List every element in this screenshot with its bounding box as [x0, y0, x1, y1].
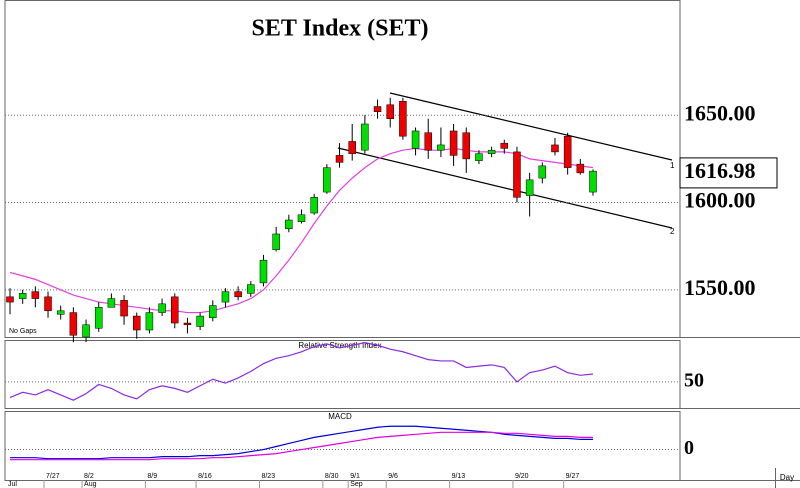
candle-body [411, 130, 420, 149]
candle-body [145, 312, 154, 331]
x-tick-label: 7/27 [46, 473, 60, 480]
candle-body [335, 155, 344, 163]
candle-body [69, 312, 78, 336]
candle-body [82, 324, 90, 338]
macd-panel [4, 411, 681, 481]
candle-body [18, 293, 27, 299]
candle-body [399, 101, 407, 137]
last-price-box [679, 157, 778, 189]
candle-body [158, 303, 166, 313]
x-tick-label: 8/2 [84, 473, 94, 480]
x-tick-label: 9/27 [566, 473, 580, 480]
candle-body [462, 132, 471, 160]
candle-body [487, 149, 496, 154]
candle-body [259, 259, 268, 284]
candle-body [272, 233, 280, 250]
candle-body [551, 144, 559, 153]
x-tick-label: 8/9 [147, 473, 157, 480]
x-tick-label: 9/20 [515, 473, 529, 480]
y-tick-label: 0 [684, 437, 694, 459]
candle-body [500, 142, 509, 149]
x-tick-label: 8/30 [325, 473, 339, 480]
candle-body [120, 300, 128, 317]
x-tick-label: 8/23 [261, 473, 275, 480]
channel-label: 2 [670, 227, 675, 236]
panel-title: MACD [328, 412, 352, 421]
candle-body [132, 315, 141, 331]
candle-body [310, 197, 318, 214]
candle-body [449, 130, 458, 156]
x-axis-label: Day [780, 473, 794, 482]
candle-body [589, 170, 597, 193]
y-tick-label: 50 [684, 369, 704, 391]
candle-body [576, 163, 585, 174]
candle-body [297, 214, 306, 223]
y-tick-label: 1550.00 [684, 275, 756, 300]
candle-body [196, 315, 204, 327]
last-price: 1616.98 [684, 158, 756, 183]
month-label: Aug [84, 481, 97, 488]
candle-body [323, 167, 331, 193]
channel-line [337, 147, 673, 229]
candle-body [373, 106, 382, 113]
month-label: Jul [8, 481, 17, 488]
y-tick-label: 1600.00 [684, 188, 756, 213]
rsi-panel [4, 340, 681, 409]
candle-body [94, 307, 103, 329]
candle-body [437, 144, 445, 151]
x-tick-label: 9/1 [350, 473, 360, 480]
channel-label: 1 [670, 161, 675, 170]
indicator-line [9, 342, 594, 401]
candle-body [221, 291, 230, 303]
candle-body [171, 296, 179, 324]
panel-title: Relative Strength Index [298, 341, 381, 350]
candle-body [386, 104, 394, 119]
candle-body [183, 322, 192, 326]
candle-body [107, 298, 116, 308]
x-tick-label: 9/6 [388, 473, 398, 480]
candle-body [44, 296, 52, 312]
x-tick-label: 8/16 [198, 473, 212, 480]
x-tick-label: 9/13 [452, 473, 466, 480]
month-label: Sep [350, 481, 363, 488]
candle-body [525, 179, 534, 196]
candle-body [209, 305, 217, 319]
indicator-line [10, 431, 593, 461]
candle-body [31, 291, 40, 299]
candle-body [285, 219, 293, 229]
candle-body [234, 291, 242, 298]
moving-average [9, 147, 594, 314]
candle-body [361, 123, 369, 151]
candle-body [247, 284, 255, 294]
candle-body [475, 153, 483, 161]
chart-title: SET Index (SET) [252, 16, 429, 42]
channel-line [389, 92, 673, 161]
candle-body [6, 296, 14, 303]
candle-body [513, 151, 521, 198]
candle-body [563, 135, 572, 168]
candle-body [538, 165, 547, 179]
candle-body [56, 310, 65, 315]
y-tick-label: 1650.00 [684, 100, 756, 125]
note: No Gaps [9, 328, 37, 335]
candle-body [424, 132, 432, 151]
candle-body [348, 141, 356, 154]
